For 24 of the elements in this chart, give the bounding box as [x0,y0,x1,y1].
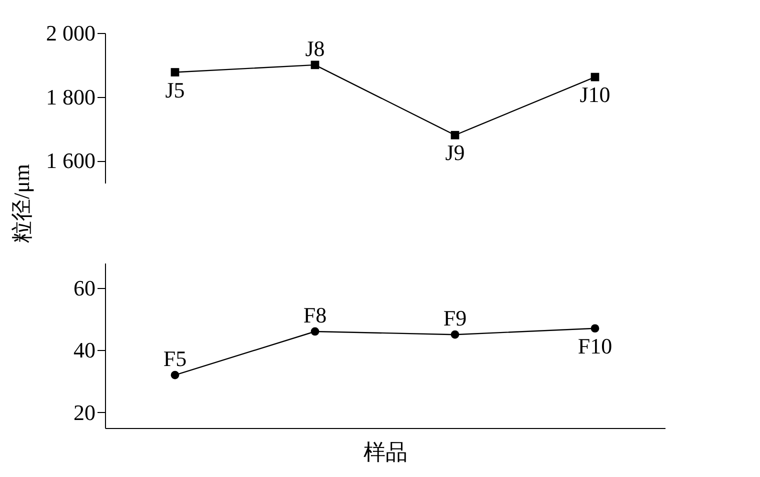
data-label: F8 [303,302,327,328]
point [590,72,600,82]
point [310,60,320,70]
y-tick-label: 40 [74,338,96,363]
data-label: J10 [580,82,610,108]
point [170,370,180,380]
point [310,327,320,336]
y-tick-label: 2 000 [46,20,96,46]
data-label: F5 [163,346,187,372]
data-label: J9 [445,140,465,166]
x-axis-title: 样品 [364,440,408,464]
y-tick-label: 1 800 [46,84,96,110]
data-label: J8 [305,36,325,61]
point [170,68,180,76]
point [450,130,460,140]
data-label: J5 [165,77,185,102]
y-tick-label: 20 [74,400,96,425]
y-tick-label: 60 [74,275,96,300]
point [450,330,460,339]
data-label: F9 [443,306,467,331]
y-axis-title: 粒径/μm [9,164,34,244]
data-label: F10 [578,333,612,358]
point [590,324,600,333]
y-tick-label: 1 600 [46,148,96,174]
